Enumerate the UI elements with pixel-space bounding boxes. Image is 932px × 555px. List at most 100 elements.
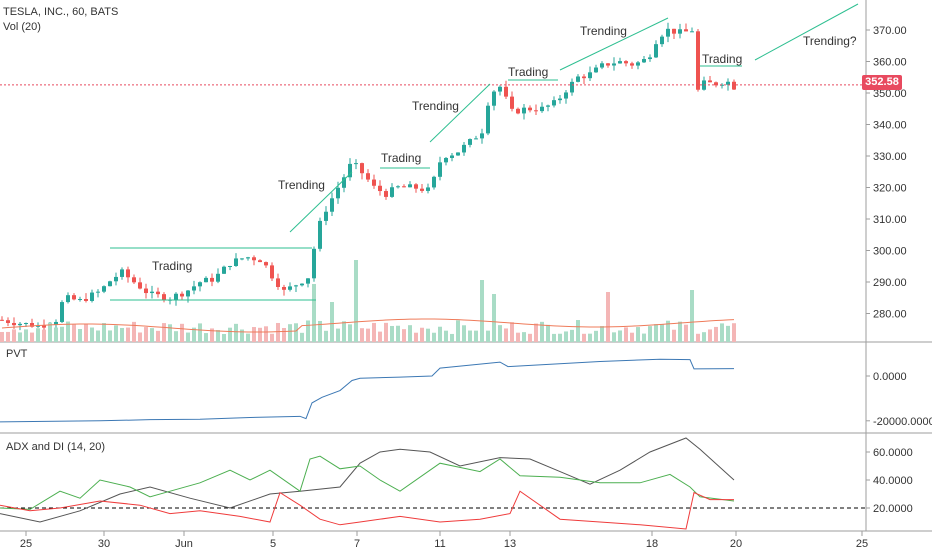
candle-down: [606, 63, 610, 66]
price-tick-label: 290.00: [873, 277, 907, 289]
candle-up: [546, 105, 550, 107]
volume-bar: [354, 260, 358, 342]
volume-bar: [672, 329, 676, 342]
volume-bar: [204, 333, 208, 342]
volume-bar: [606, 292, 610, 342]
volume-bar: [726, 325, 730, 342]
candle-up: [522, 107, 526, 114]
di-plus-line: [0, 455, 735, 510]
price-tick-label: 360.00: [873, 57, 907, 69]
volume-bar: [420, 327, 424, 342]
volume-bar: [546, 324, 550, 342]
candle-down: [180, 293, 184, 297]
volume-bar: [198, 323, 202, 342]
candle-up: [60, 302, 64, 322]
volume-bar: [612, 332, 616, 342]
candle-up: [648, 57, 652, 60]
volume-bar: [108, 330, 112, 342]
candle-up: [96, 291, 100, 293]
volume-bar: [636, 327, 640, 342]
annotation-line: [429, 83, 491, 143]
volume-bar: [246, 333, 250, 342]
candle-up: [222, 266, 226, 274]
candle-down: [420, 188, 424, 191]
volume-bar: [438, 326, 442, 342]
volume-bar: [324, 330, 328, 342]
volume-bar: [120, 327, 124, 342]
candle-down: [6, 320, 10, 323]
di-minus-line: [0, 490, 734, 530]
volume-bar: [408, 325, 412, 342]
volume-bar: [510, 322, 514, 342]
candle-up: [78, 299, 82, 301]
volume-bar: [456, 320, 460, 342]
time-tick-label: 18: [646, 538, 658, 550]
annotation-label: Trending: [580, 24, 627, 38]
candle-up: [300, 283, 304, 286]
candle-up: [654, 44, 658, 58]
candle-up: [114, 276, 118, 282]
volume-bar: [714, 326, 718, 342]
candle-up: [474, 138, 478, 140]
volume-bar: [468, 330, 472, 342]
volume-bar: [516, 332, 520, 342]
volume-bar: [36, 328, 40, 342]
volume-bar: [444, 330, 448, 342]
candle-down: [582, 76, 586, 79]
volume-bar: [228, 327, 232, 342]
candle-up: [594, 67, 598, 73]
volume-bar: [630, 332, 634, 342]
candle-up: [348, 163, 352, 178]
volume-bar: [30, 332, 34, 342]
candle-up: [456, 152, 460, 156]
adx-tick-label: 40.0000: [873, 475, 913, 487]
volume-bar: [534, 323, 538, 342]
candle-up: [660, 36, 664, 45]
candle-down: [414, 184, 418, 189]
volume-bar: [366, 328, 370, 342]
annotation-label: Trading: [152, 259, 192, 273]
candle-up: [492, 91, 496, 106]
volume-bar: [18, 332, 22, 342]
volume-bar: [690, 290, 694, 342]
volume-bar: [660, 324, 664, 342]
volume-bar: [66, 321, 70, 342]
candle-down: [714, 82, 718, 86]
candle-up: [486, 105, 490, 134]
volume-bar: [126, 327, 130, 342]
candle-down: [84, 299, 88, 301]
volume-bar: [270, 333, 274, 342]
volume-bar: [648, 326, 652, 342]
volume-bar: [372, 322, 376, 342]
time-tick-label: 25: [20, 538, 32, 550]
candle-up: [336, 187, 340, 199]
volume-bar: [330, 302, 334, 342]
volume-bar: [264, 326, 268, 342]
volume-bar: [288, 324, 292, 342]
candle-up: [468, 139, 472, 145]
volume-bar: [276, 322, 280, 342]
symbol-title: TESLA, INC., 60, BATS: [3, 6, 119, 18]
candle-up: [318, 220, 322, 249]
volume-bar: [582, 333, 586, 342]
candle-up: [450, 155, 454, 158]
time-tick-label: 20: [730, 538, 742, 550]
candle-up: [54, 321, 58, 325]
candle-down: [252, 257, 256, 261]
volume-bar: [432, 332, 436, 342]
candle-up: [246, 257, 250, 259]
volume-bar: [252, 327, 256, 342]
candle-down: [372, 179, 376, 186]
candle-up: [288, 286, 292, 290]
candle-up: [354, 163, 358, 165]
candle-down: [264, 262, 268, 266]
volume-bar: [240, 329, 244, 342]
volume-bar: [210, 328, 214, 342]
volume-bar: [402, 329, 406, 342]
candle-up: [198, 282, 202, 287]
price-tick-label: 310.00: [873, 214, 907, 226]
candle-down: [42, 325, 46, 328]
candle-down: [138, 282, 142, 289]
candle-down: [534, 110, 538, 112]
